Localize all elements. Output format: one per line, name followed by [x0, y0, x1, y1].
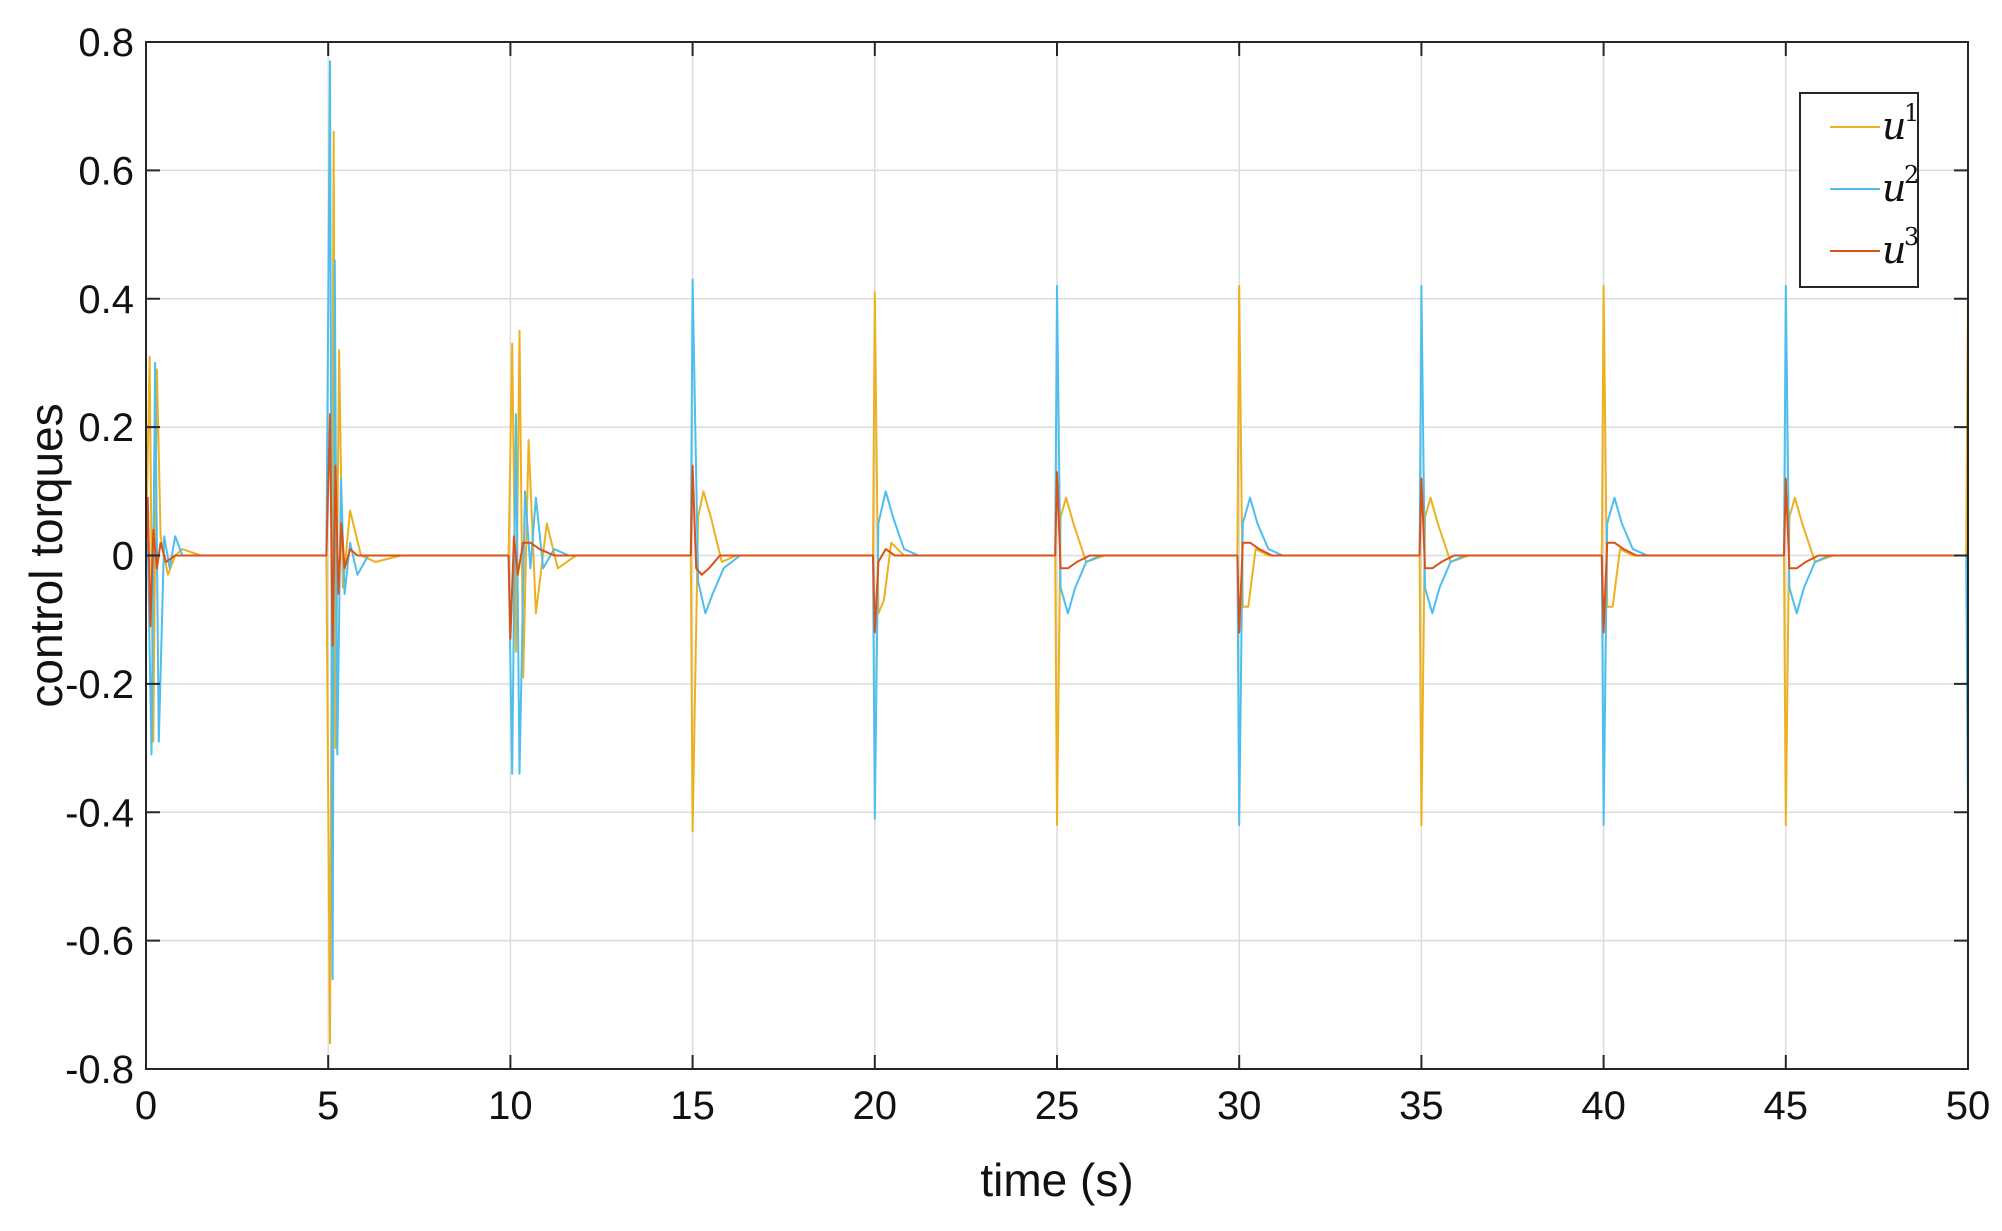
x-tick-label: 45 [1764, 1084, 1809, 1128]
x-axis-label: time (s) [980, 1154, 1133, 1206]
y-tick-label: -0.6 [65, 920, 134, 964]
x-tick-label: 10 [488, 1084, 533, 1128]
legend-label: u [1882, 166, 1906, 210]
y-tick-label: 0.2 [78, 406, 134, 450]
x-tick-label: 15 [670, 1084, 715, 1128]
x-tick-label: 35 [1399, 1084, 1444, 1128]
x-tick-label: 20 [853, 1084, 898, 1128]
x-tick-label: 50 [1946, 1084, 1991, 1128]
legend-label-superscript: 1 [1904, 99, 1919, 127]
y-tick-label: 0 [112, 535, 134, 579]
legend-label-superscript: 2 [1904, 161, 1919, 189]
legend-label-superscript: 3 [1904, 223, 1919, 251]
y-tick-label: -0.4 [65, 791, 134, 835]
legend-label: u [1882, 104, 1906, 148]
y-tick-label: -0.2 [65, 663, 134, 707]
x-tick-label: 25 [1035, 1084, 1080, 1128]
series-line-u3 [145, 413, 1968, 647]
x-tick-label: 40 [1581, 1084, 1626, 1128]
x-tick-label: 30 [1217, 1084, 1262, 1128]
y-tick-label: 0.4 [78, 278, 134, 322]
x-tick-label: 5 [317, 1084, 339, 1128]
y-tick-label: -0.8 [65, 1048, 134, 1092]
y-tick-label: 0.6 [78, 149, 134, 193]
y-axis-label: control torques [20, 403, 72, 707]
x-tick-label: 0 [135, 1084, 157, 1128]
y-tick-label: 0.8 [78, 21, 134, 65]
legend-label: u [1882, 228, 1906, 272]
plot-series [145, 60, 1969, 1045]
axis-ticks: 0 5 10 15 20 25 30 35 40 45 50 -0.8 -0.6 -0.4 -0.2 0 0.2… [65, 21, 1990, 1128]
